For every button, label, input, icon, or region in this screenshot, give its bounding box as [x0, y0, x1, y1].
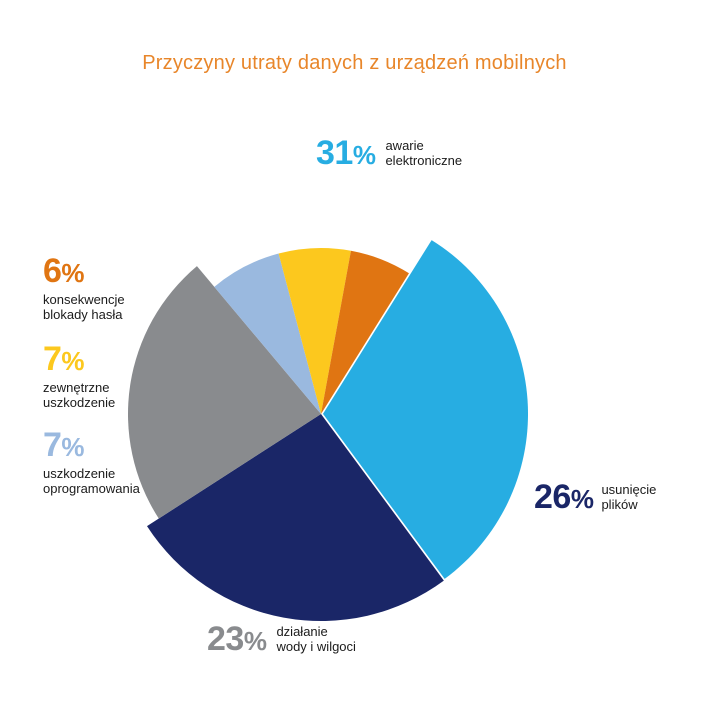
pct-uszkodzenie-oprogramowania: 7%	[43, 426, 85, 464]
desc-zewnetrzne-uszkodzenie: zewnętrzne uszkodzenie	[43, 380, 116, 410]
chart-title: Przyczyny utraty danych z urządzeń mobil…	[142, 52, 567, 74]
pie-slice-awarie-elektroniczne	[322, 240, 529, 579]
desc-uszkodzenie-oprogramowania: uszkodzenie oprogramowania	[43, 466, 140, 496]
pie-slice-zewnętrzne-uszkodzenie	[278, 248, 351, 414]
pct-usuniecie-plikow: 26%	[534, 478, 594, 516]
label-uszkodzenie-oprogramowania: 7% uszkodzenie oprogramowania	[43, 428, 140, 496]
label-dzialanie-wody: 23% działanie wody i wilgoci	[207, 622, 356, 656]
desc-konsekwencje-blokady: konsekwencje blokady hasła	[43, 292, 125, 322]
desc-awarie-elektroniczne: awarie elektroniczne	[385, 138, 463, 168]
pie-slice-usunięcie-plików	[147, 414, 444, 621]
desc-usuniecie-plikow: usunięcie plików	[601, 482, 657, 512]
pct-konsekwencje-blokady: 6%	[43, 252, 85, 290]
pct-awarie-elektroniczne: 31%	[316, 134, 376, 172]
pie-slice-konsekwencje-blokady-hasła	[321, 250, 409, 414]
pie-slice-działanie-wody-i-wilgoci	[127, 266, 321, 519]
pie-slice-uszkodzenie-oprogramowania	[214, 253, 321, 414]
desc-dzialanie-wody: działanie wody i wilgoci	[276, 624, 356, 654]
label-zewnetrzne-uszkodzenie: 7% zewnętrzne uszkodzenie	[43, 342, 115, 410]
pct-zewnetrzne-uszkodzenie: 7%	[43, 340, 85, 378]
label-usuniecie-plikow: 26% usunięcie plików	[534, 480, 656, 514]
label-konsekwencje-blokady: 6% konsekwencje blokady hasła	[43, 254, 125, 322]
label-awarie-elektroniczne: 31% awarie elektroniczne	[316, 136, 462, 170]
pct-dzialanie-wody: 23%	[207, 620, 267, 658]
